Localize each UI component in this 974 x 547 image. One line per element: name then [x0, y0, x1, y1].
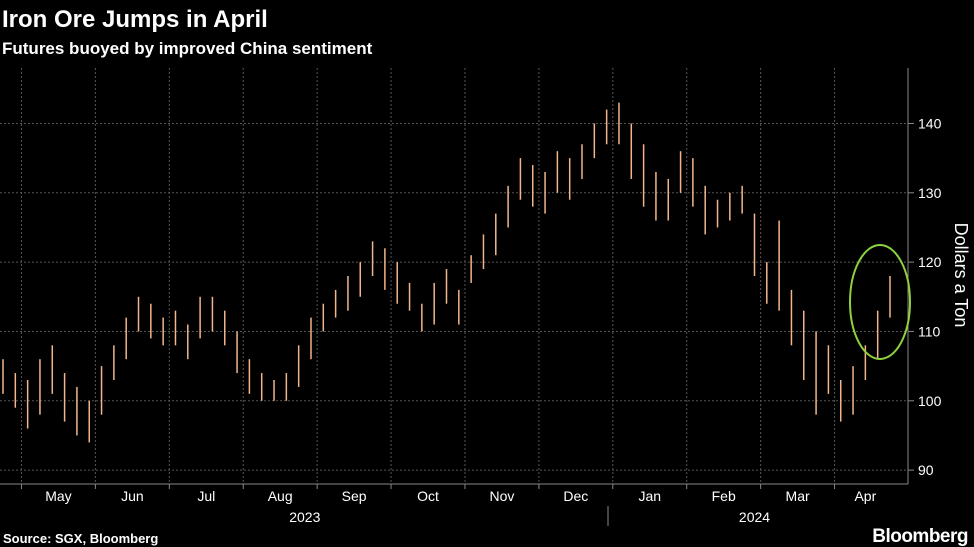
y-tick-label: 120 — [918, 254, 942, 270]
y-tick-label: 110 — [918, 323, 941, 339]
x-tick-label: Mar — [786, 488, 810, 504]
x-tick-label: Jan — [638, 488, 661, 504]
x-tick-label: Apr — [854, 488, 876, 504]
x-tick-label: Feb — [712, 488, 736, 504]
chart-subtitle: Futures buoyed by improved China sentime… — [2, 39, 373, 58]
x-tick-label: Sep — [342, 488, 367, 504]
x-tick-label: Nov — [489, 488, 514, 504]
x-tick-label: Dec — [563, 488, 588, 504]
highlight-ellipse — [849, 244, 911, 360]
year-label: 2023 — [289, 509, 320, 525]
x-tick-label: Jun — [121, 488, 144, 504]
chart-title: Iron Ore Jumps in April — [2, 6, 268, 33]
y-tick-label: 130 — [918, 185, 942, 201]
y-tick-label: 100 — [918, 393, 942, 409]
x-tick-label: Oct — [417, 488, 439, 504]
y-tick-label: 90 — [918, 462, 934, 478]
x-tick-label: Aug — [268, 488, 293, 504]
x-tick-label: Jul — [197, 488, 215, 504]
y-tick-label: 140 — [918, 115, 942, 131]
source: Source: SGX, Bloomberg — [3, 531, 158, 546]
x-tick-label: May — [45, 488, 71, 504]
year-label: 2024 — [739, 509, 770, 525]
brand: Bloomberg — [872, 526, 968, 547]
y-axis-label: Dollars a Ton — [951, 223, 971, 328]
